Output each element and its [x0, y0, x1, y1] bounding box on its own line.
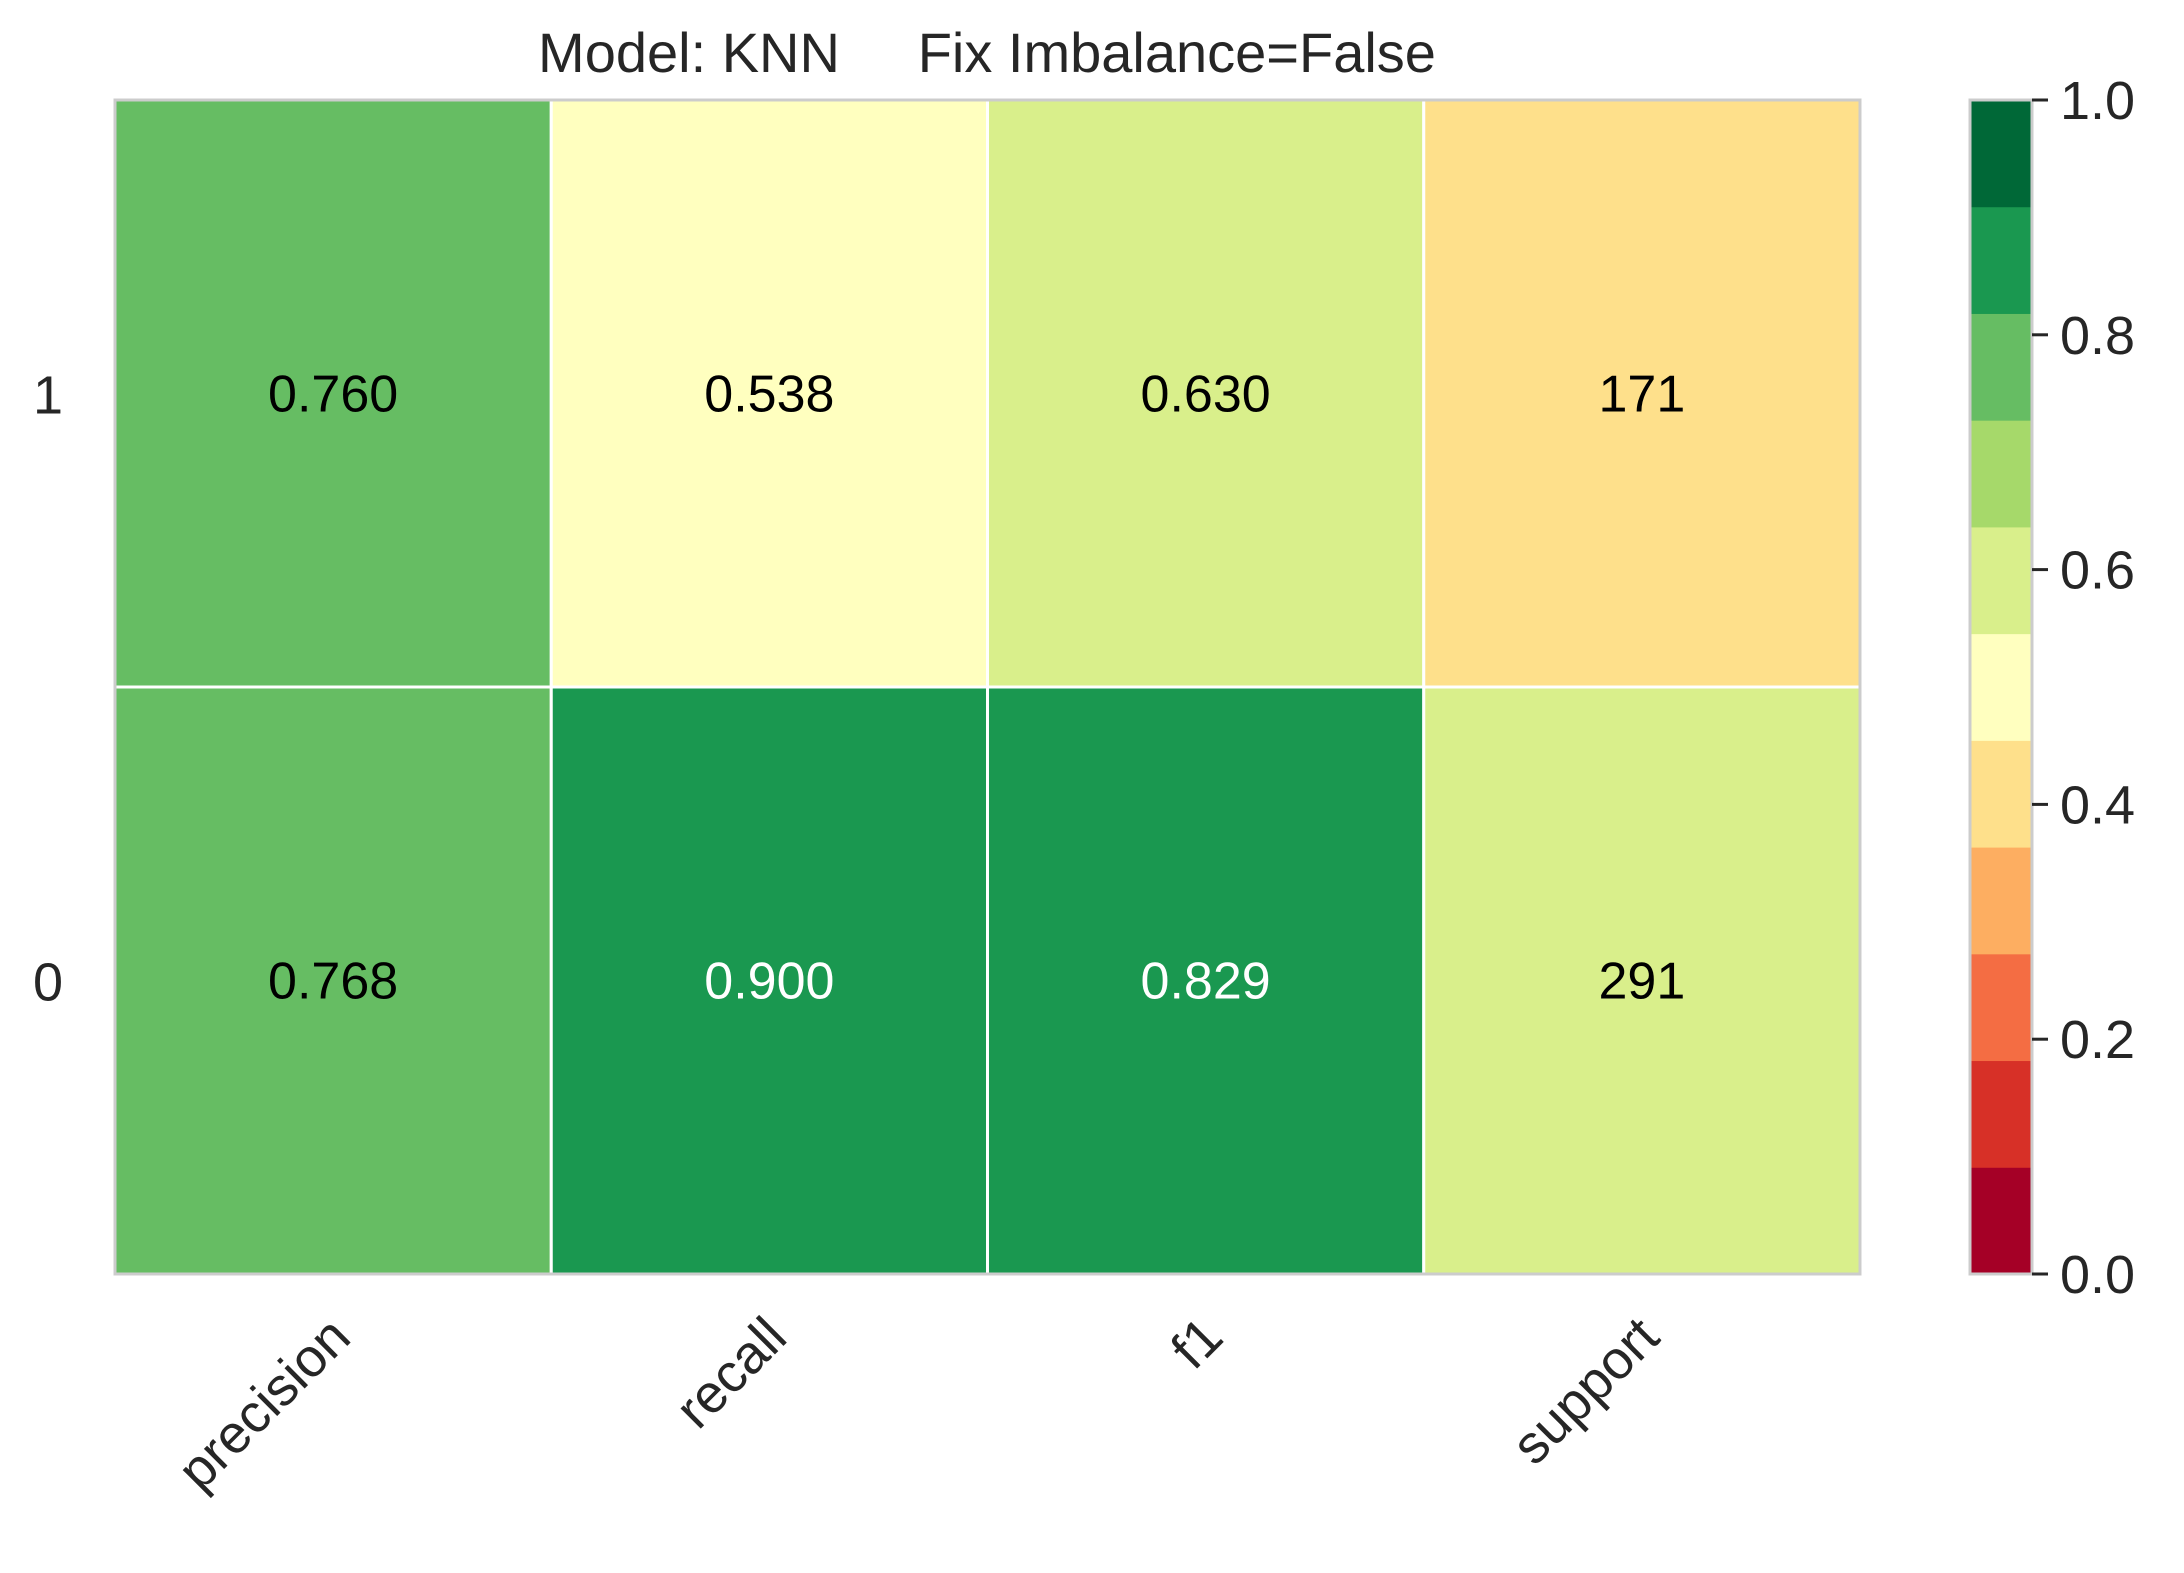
cell-value-label: 0.760: [268, 366, 398, 424]
row-labels: 10: [33, 366, 63, 1013]
heatmap-cell: [549, 98, 989, 689]
heatmap-cells: 0.760 0.538 0.630 171 0.768 0.900 0.829 291: [113, 98, 1862, 1276]
colorbar-segment: [1970, 526, 2032, 635]
colorbar-segment: [1970, 206, 2032, 314]
chart-title: Model: KNN Fix Imbalance=False: [538, 21, 1436, 84]
colorbar-tick-label: 1.0: [2060, 71, 2135, 131]
colorbar-tick-label: 0.4: [2060, 775, 2135, 835]
column-label: support: [1501, 1306, 1671, 1476]
column-label: recall: [664, 1306, 798, 1440]
colorbar-segment: [1970, 1060, 2032, 1168]
cell-value-label: 0.630: [1141, 366, 1271, 424]
colorbar-frame: [1968, 98, 2034, 1276]
colorbar-segment: [1970, 313, 2032, 421]
heatmap-cell: [986, 685, 1426, 1276]
cell-value-label: 0.538: [704, 366, 834, 424]
row-label: 0: [33, 953, 63, 1013]
column-labels: precision recall f1 support: [166, 1306, 1670, 1501]
colorbar-segment: [1970, 953, 2032, 1062]
colorbar-segment: [1970, 633, 2032, 741]
heatmap-cell: [113, 98, 553, 689]
colorbar: 0.0 0.2 0.4 0.6 0.8 1.0: [1968, 71, 2135, 1305]
colorbar-segment: [1970, 847, 2032, 955]
colorbar-tick-label: 0.8: [2060, 306, 2135, 366]
cell-value-label: 291: [1598, 953, 1685, 1011]
cell-value-label: 0.768: [268, 953, 398, 1011]
column-label: precision: [166, 1306, 361, 1501]
plot-frame: [113, 98, 1862, 1276]
cell-value-label: 0.900: [704, 953, 834, 1011]
colorbar-segment: [1970, 740, 2032, 848]
colorbar-segment: [1970, 1167, 2032, 1275]
cell-value-label: 0.829: [1141, 953, 1271, 1011]
colorbar-tick-label: 0.6: [2060, 541, 2135, 601]
cell-value-label: 171: [1598, 366, 1685, 424]
heatmap-cell: [1422, 98, 1862, 689]
heatmap-cell: [1422, 685, 1862, 1276]
colorbar-segment: [1970, 100, 2032, 208]
heatmap-cell: [549, 685, 989, 1276]
row-label: 1: [33, 366, 63, 426]
column-label: f1: [1160, 1306, 1234, 1380]
colorbar-tick-label: 0.2: [2060, 1010, 2135, 1070]
colorbar-segment: [1970, 420, 2032, 528]
colorbar-tick-label: 0.0: [2060, 1245, 2135, 1305]
heatmap-cell: [113, 685, 553, 1276]
